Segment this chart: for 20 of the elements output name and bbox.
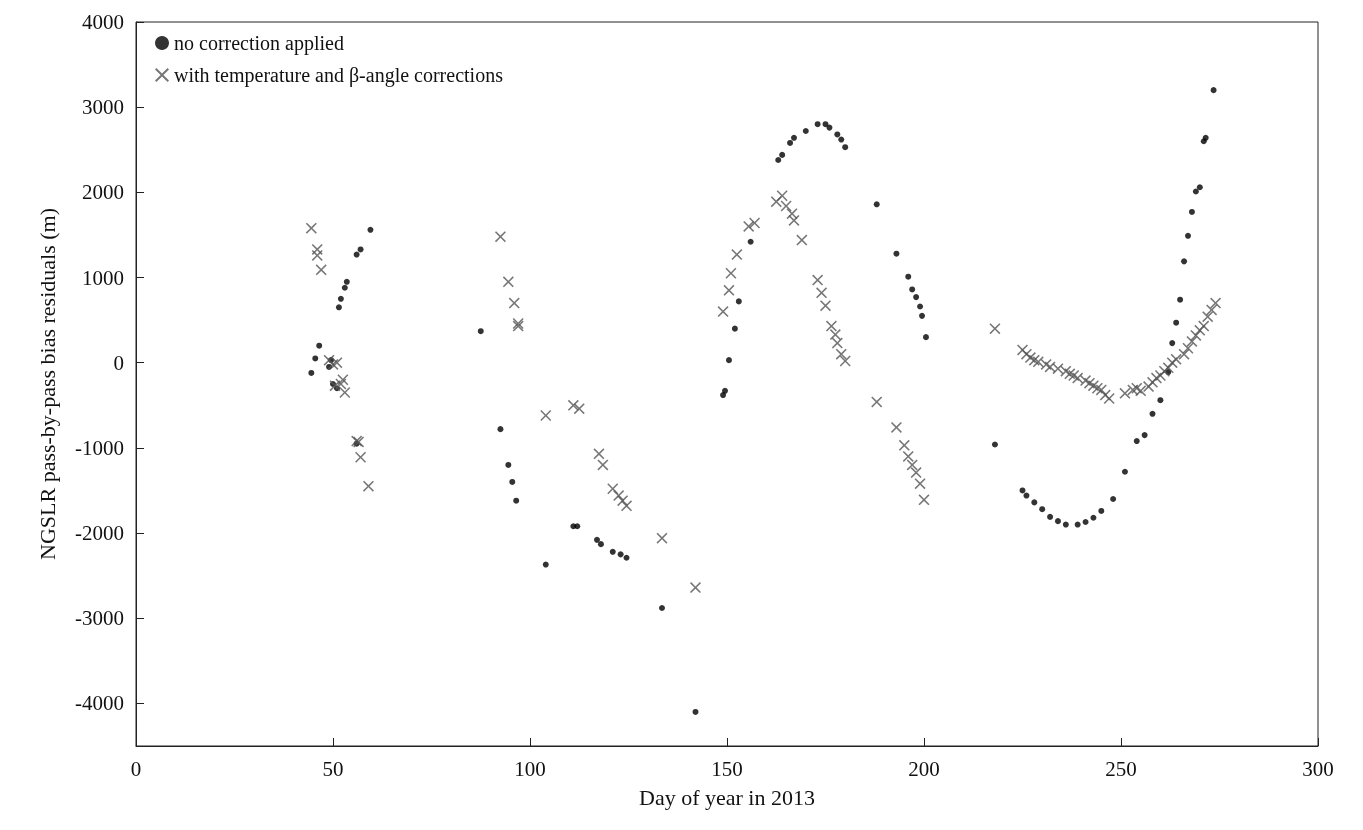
y-tick-label: -2000: [75, 521, 124, 546]
x-tick-label: 0: [130, 756, 142, 781]
x-axis-title: Day of year in 2013: [639, 784, 815, 810]
x-tick-label: 100: [514, 756, 546, 781]
y-tick-label: 2000: [82, 180, 124, 205]
x-tick-label: 300: [1302, 756, 1334, 781]
y-axis-title: NGSLR pass-by-pass bias residuals (m): [34, 208, 60, 560]
x-tick-label: 150: [711, 756, 743, 781]
legend-label: no correction applied: [174, 32, 344, 55]
x-tick-label: 200: [908, 756, 940, 781]
y-tick-label: 1000: [82, 265, 124, 290]
y-tick-label: -3000: [75, 606, 124, 631]
y-tick-label: 4000: [82, 10, 124, 34]
y-tick-label: -1000: [75, 435, 124, 460]
x-tick-label: 250: [1105, 756, 1137, 781]
y-tick-label: 3000: [82, 95, 124, 120]
y-tick-label: -4000: [75, 691, 124, 716]
legend-label: with temperature and β-angle corrections: [174, 64, 504, 87]
x-tick-label: 50: [322, 756, 344, 781]
y-tick-label: 0: [113, 350, 124, 375]
